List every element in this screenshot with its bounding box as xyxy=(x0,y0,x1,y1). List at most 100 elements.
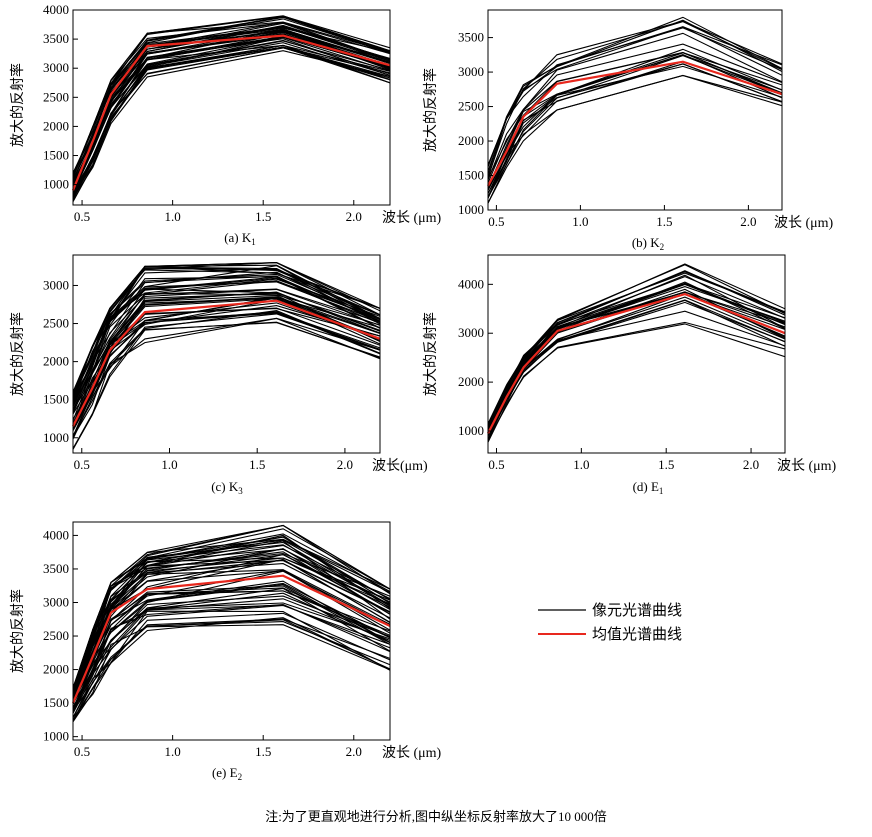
plot-frame xyxy=(487,9,783,211)
plot-frame xyxy=(487,254,786,454)
x-tick-label: 1.5 xyxy=(658,457,674,472)
pixel-curve xyxy=(73,570,390,704)
pixel-curve xyxy=(73,541,390,694)
y-tick-label: 3000 xyxy=(43,277,69,292)
mean-curve xyxy=(71,574,391,704)
pixel-curve xyxy=(488,27,782,179)
pixel-curve xyxy=(488,310,785,441)
pixel-curve xyxy=(73,618,390,718)
x-tick-label: 1.5 xyxy=(656,214,672,229)
mean-curve xyxy=(71,34,391,191)
pixel-curves xyxy=(488,263,785,443)
legend-label: 均值光谱曲线 xyxy=(592,626,682,643)
pixel-curve xyxy=(73,262,380,401)
x-axis-unit: 波长 (μm) xyxy=(777,458,837,474)
y-tick-label: 1000 xyxy=(43,177,69,192)
y-tick-label: 1000 xyxy=(43,729,69,744)
y-tick-label: 2000 xyxy=(458,374,484,389)
x-tick-label: 2.0 xyxy=(337,457,353,472)
pixel-curve xyxy=(73,288,380,412)
mean-curve xyxy=(72,299,381,427)
x-tick-label: 1.5 xyxy=(255,209,271,224)
y-tick-label: 2500 xyxy=(458,99,484,114)
y-tick-label: 4000 xyxy=(43,2,69,17)
pixel-curve xyxy=(73,595,390,709)
pixel-curve xyxy=(488,283,785,429)
y-tick-label: 1500 xyxy=(43,392,69,407)
pixel-curve xyxy=(488,61,782,197)
y-tick-label: 2500 xyxy=(43,89,69,104)
x-axis-unit: 波长(μm) xyxy=(372,458,428,474)
x-tick-label: 0.5 xyxy=(488,457,504,472)
pixel-curve xyxy=(73,280,380,415)
pixel-curve xyxy=(488,20,782,166)
pixel-curve xyxy=(488,296,785,435)
pixel-curves xyxy=(73,524,390,723)
pixel-curve xyxy=(73,21,390,183)
chart-panel-1: 1000 1500 2000 2500 3000 3500 4000 0.5 1.0 1.5 2.0… xyxy=(9,2,442,247)
pixel-curve xyxy=(488,74,782,204)
pixel-curve xyxy=(488,54,782,189)
panel-caption: (e) E2 xyxy=(212,765,242,782)
x-tick-label: 0.5 xyxy=(74,209,90,224)
mean-curve xyxy=(487,60,783,187)
legend-label: 像元光谱曲线 xyxy=(592,602,682,619)
y-tick-label: 2500 xyxy=(43,316,69,331)
pixel-curve xyxy=(488,43,782,181)
x-tick-label: 2.0 xyxy=(346,209,362,224)
pixel-curve xyxy=(488,16,782,175)
y-tick-label: 2000 xyxy=(43,354,69,369)
pixel-curve xyxy=(488,263,785,425)
pixel-curve xyxy=(73,313,380,449)
y-tick-label: 3000 xyxy=(458,325,484,340)
footnote: 注:为了更直观地进行分析,图中纵坐标反射率放大了10 000倍 xyxy=(265,809,607,824)
pixel-curve xyxy=(73,604,390,710)
x-tick-label: 0.5 xyxy=(488,214,504,229)
pixel-curve xyxy=(73,582,390,703)
y-tick-label: 3000 xyxy=(458,64,484,79)
y-tick-label: 1000 xyxy=(458,202,484,217)
y-axis-label: 放大的反射率 xyxy=(9,589,26,673)
chart-panel-3: 1000 1500 2000 2500 3000 0.5 1.0 1.5 2.0 波长(μm) 放大… xyxy=(9,254,428,496)
x-axis-unit: 波长 (μm) xyxy=(774,215,834,231)
panel-caption: (c) K3 xyxy=(211,479,243,496)
pixel-curve xyxy=(73,310,380,440)
pixel-curve xyxy=(488,63,782,199)
plot-frame xyxy=(72,521,391,741)
y-tick-label: 3500 xyxy=(43,31,69,46)
plot-frame xyxy=(72,254,381,454)
x-tick-label: 1.0 xyxy=(572,214,588,229)
x-tick-label: 1.5 xyxy=(249,457,265,472)
y-tick-label: 4000 xyxy=(458,276,484,291)
pixel-curves xyxy=(488,16,782,204)
x-tick-label: 2.0 xyxy=(346,744,362,759)
y-tick-label: 3500 xyxy=(458,30,484,45)
y-axis-label: 放大的反射率 xyxy=(422,68,439,152)
panel-caption: (b) K2 xyxy=(632,235,664,252)
chart-panel-5: 1000 1500 2000 2500 3000 3500 4000 0.5 1.0 1.5 2.0… xyxy=(9,521,442,782)
y-tick-label: 1500 xyxy=(43,148,69,163)
figure: 1000 1500 2000 2500 3000 3500 4000 0.5 1.0 1.5 2.0… xyxy=(9,2,837,782)
pixel-curve xyxy=(73,544,390,691)
pixel-curve xyxy=(73,15,390,177)
mean-curve xyxy=(487,292,786,434)
pixel-curve xyxy=(73,36,390,194)
pixel-curve xyxy=(73,28,390,184)
pixel-curve xyxy=(73,590,390,710)
y-tick-label: 1000 xyxy=(458,423,484,438)
pixel-curve xyxy=(73,602,390,712)
panel-caption: (d) E1 xyxy=(633,479,664,496)
pixel-curve xyxy=(488,74,782,204)
y-axis-label: 放大的反射率 xyxy=(422,312,439,396)
y-tick-label: 3000 xyxy=(43,60,69,75)
pixel-curve xyxy=(73,619,390,722)
plot-frame xyxy=(72,9,391,206)
pixel-curve xyxy=(73,44,390,202)
y-tick-label: 4000 xyxy=(43,527,69,542)
x-axis-unit: 波长 (μm) xyxy=(382,745,442,761)
pixel-curves xyxy=(73,15,390,202)
x-tick-label: 1.0 xyxy=(573,457,589,472)
x-tick-label: 2.0 xyxy=(740,214,756,229)
x-tick-label: 1.0 xyxy=(165,744,181,759)
pixel-curve xyxy=(488,51,782,188)
